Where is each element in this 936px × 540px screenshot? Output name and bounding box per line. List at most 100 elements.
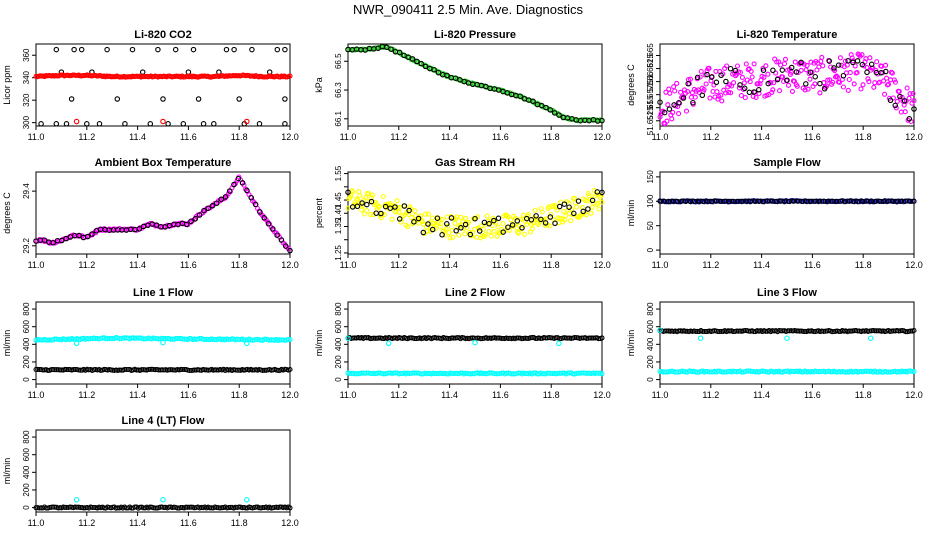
overlay-point xyxy=(274,232,280,238)
series-point xyxy=(287,366,293,373)
overlay-point xyxy=(892,102,898,109)
y-tick-label: 51.665 xyxy=(646,43,655,68)
series-point xyxy=(236,336,242,343)
series-point xyxy=(516,230,522,236)
series-point xyxy=(665,102,671,108)
series-point xyxy=(421,231,428,237)
data-point xyxy=(53,121,60,127)
data-marks xyxy=(657,51,917,127)
series-point xyxy=(836,79,843,85)
data-point xyxy=(266,69,273,75)
y-tick-label: 800 xyxy=(22,430,31,444)
overlay-point xyxy=(845,58,851,64)
series-point xyxy=(802,87,808,93)
series-point xyxy=(864,64,870,71)
x-tick-label: 11.2 xyxy=(78,518,95,528)
series-point xyxy=(793,328,799,334)
series-point xyxy=(89,504,95,511)
overlay-point xyxy=(756,87,762,93)
y-tick-label: 200 xyxy=(22,483,31,497)
series-point xyxy=(463,215,469,221)
x-tick-label: 12.0 xyxy=(281,518,299,528)
series-point xyxy=(52,336,58,342)
series-point xyxy=(570,212,576,218)
series-point xyxy=(589,335,595,341)
x-tick-label: 11.2 xyxy=(702,390,719,400)
series-point xyxy=(77,505,83,511)
y-tick-label: 100 xyxy=(646,194,655,208)
data-point xyxy=(274,46,281,53)
series-point xyxy=(667,90,673,96)
overlay-point xyxy=(671,102,677,108)
plot-frame xyxy=(35,301,291,385)
overlay-point xyxy=(84,233,91,240)
series-point xyxy=(491,228,497,234)
overlay-point xyxy=(826,58,833,64)
overlay-point xyxy=(812,73,818,80)
series-point xyxy=(683,328,689,334)
series-point xyxy=(367,370,373,377)
overlay-point xyxy=(429,226,436,233)
series-point xyxy=(832,74,839,80)
plot-frame xyxy=(35,43,291,127)
y-tick-label: 800 xyxy=(334,302,343,316)
y-tick-label: 150 xyxy=(646,170,655,184)
overlay-point xyxy=(599,117,605,124)
data-point xyxy=(657,327,663,333)
series-point xyxy=(53,367,60,373)
overlay-point xyxy=(462,221,469,228)
overlay-point xyxy=(396,216,403,222)
series-point xyxy=(486,228,492,234)
x-tick-label: 11.8 xyxy=(855,390,872,400)
overlay-point xyxy=(41,237,48,243)
overlay-point xyxy=(589,197,596,204)
plot-frame xyxy=(347,43,603,127)
series-point xyxy=(909,368,915,375)
series-point xyxy=(411,370,418,376)
series-point xyxy=(865,76,871,82)
series-point xyxy=(837,55,843,61)
series-point xyxy=(139,367,145,373)
x-tick-label: 11.0 xyxy=(652,260,669,270)
series-point xyxy=(697,74,703,80)
data-marks xyxy=(345,43,605,124)
series-point xyxy=(495,335,501,341)
series-point xyxy=(442,232,448,238)
x-tick-label: 11.0 xyxy=(28,518,45,528)
overlay-point xyxy=(401,203,408,209)
series-point xyxy=(449,370,455,376)
y-tick-label: 200 xyxy=(334,355,343,369)
y-axis-label: ml/min xyxy=(2,330,12,357)
series-point xyxy=(794,83,800,89)
plot-frame xyxy=(35,429,291,513)
overlay-point xyxy=(571,210,577,217)
series-point xyxy=(778,328,784,334)
series-point xyxy=(781,61,788,67)
series-point xyxy=(456,232,462,238)
series-point xyxy=(370,212,377,218)
overlay-point xyxy=(491,217,497,224)
data-point xyxy=(472,339,478,346)
series-point xyxy=(287,336,293,343)
series-point xyxy=(529,226,535,232)
series-point xyxy=(911,327,917,334)
data-point xyxy=(63,121,70,127)
overlay-point xyxy=(406,207,412,214)
overlay-point xyxy=(547,107,554,113)
y-tick-label: 0 xyxy=(334,377,343,382)
overlay-point xyxy=(415,215,422,222)
series-point xyxy=(676,111,682,117)
y-tick-label: 600 xyxy=(22,447,31,461)
series-point xyxy=(866,79,872,85)
series-point xyxy=(910,91,916,97)
overlay-point xyxy=(448,215,455,221)
series-point xyxy=(785,328,791,334)
overlay-point xyxy=(192,216,199,222)
overlay-point xyxy=(359,200,365,206)
overlay-point xyxy=(741,85,748,92)
series-point xyxy=(873,328,880,334)
series-point xyxy=(363,195,369,201)
series-point xyxy=(765,71,771,77)
series-point xyxy=(573,204,580,210)
series-point xyxy=(808,59,814,65)
